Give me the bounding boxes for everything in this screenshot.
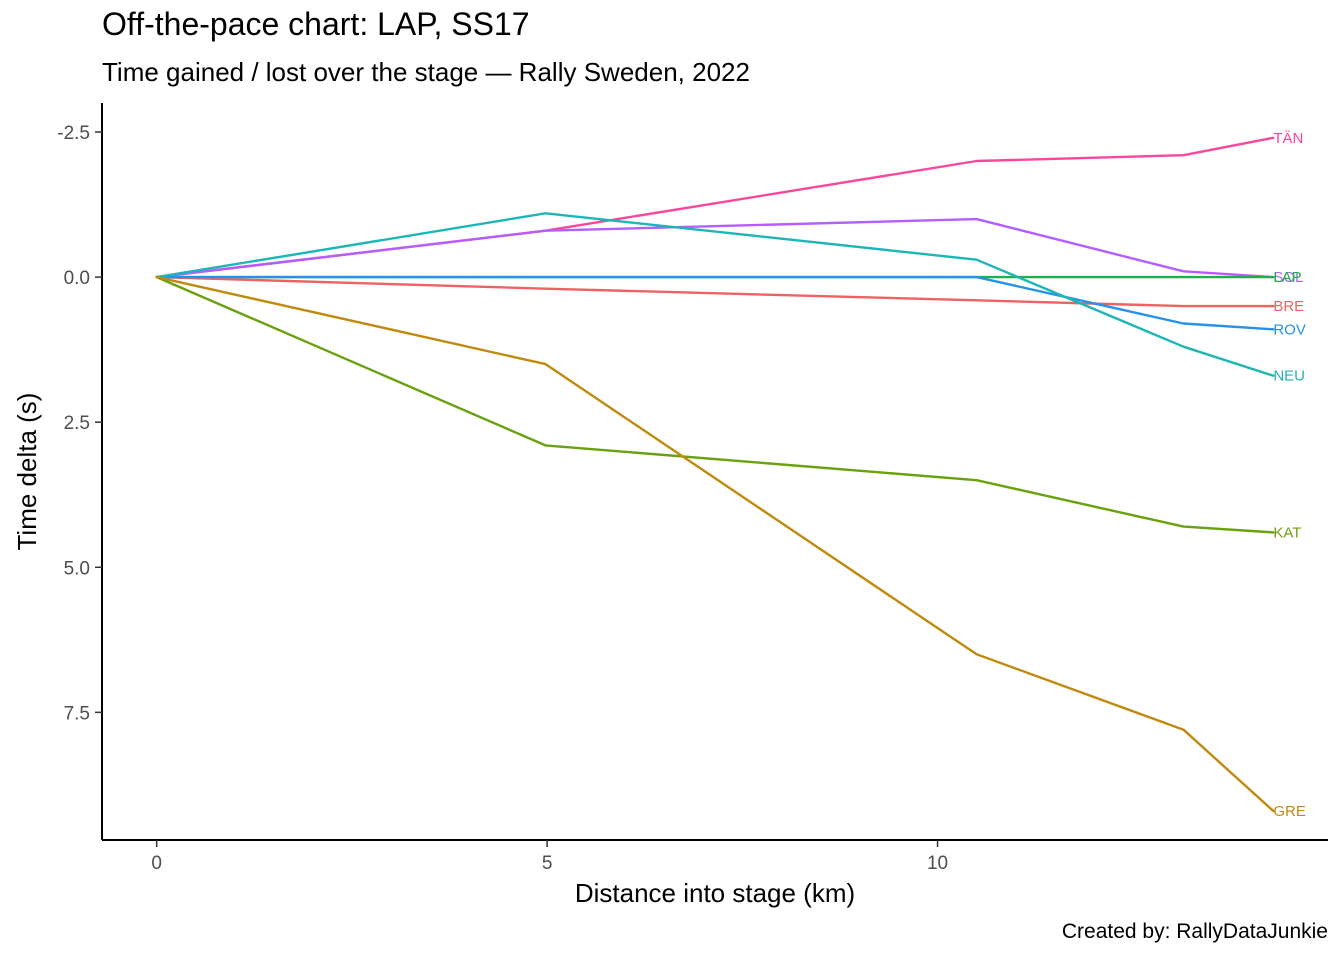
series-label-lap: LAP — [1273, 269, 1301, 286]
y-tick-label: 2.5 — [64, 413, 90, 434]
x-tick-label: 5 — [542, 853, 553, 874]
y-tick-label: 7.5 — [64, 703, 90, 724]
x-axis-title: Distance into stage (km) — [575, 878, 855, 908]
chart-title: Off-the-pace chart: LAP, SS17 — [102, 6, 530, 42]
chart-caption: Created by: RallyDataJunkie — [1061, 920, 1328, 943]
y-axis-title: Time delta (s) — [12, 393, 42, 551]
x-tick-label: 10 — [927, 853, 948, 874]
series-label-kat: KAT — [1273, 524, 1301, 541]
series-line-sol — [155, 217, 1275, 279]
series-label-rov: ROV — [1273, 321, 1306, 338]
x-tick-label: 0 — [151, 853, 162, 874]
y-tick-label: -2.5 — [57, 123, 90, 144]
series-line-bre — [155, 275, 1275, 308]
y-tick-label: 5.0 — [64, 558, 90, 579]
series-line-kat — [155, 275, 1275, 534]
series-label-neu: NEU — [1273, 368, 1305, 385]
series-line-gre — [155, 275, 1275, 813]
series-label-gre: GRE — [1273, 803, 1306, 820]
series-label-sol: SOL — [1273, 269, 1303, 286]
chart-subtitle: Time gained / lost over the stage — Rall… — [102, 57, 750, 87]
series-line-rov — [155, 275, 1275, 331]
series-label-bre: BRE — [1273, 298, 1304, 315]
series-label-tn: TÄN — [1273, 130, 1303, 147]
y-tick-label: 0.0 — [64, 268, 90, 289]
series-line-neu — [155, 212, 1275, 377]
